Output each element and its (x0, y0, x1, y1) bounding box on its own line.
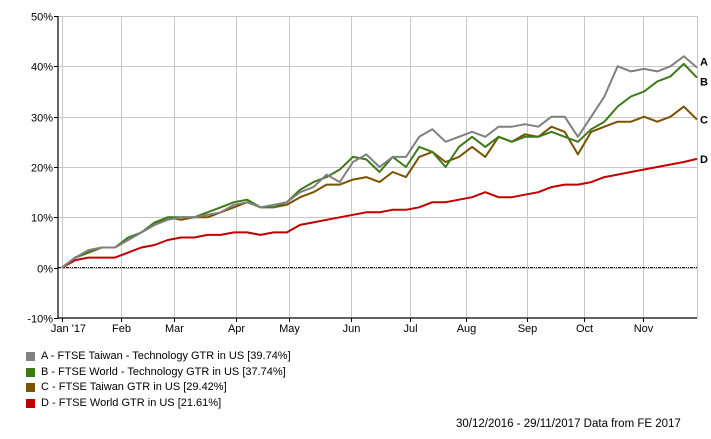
legend-item-a: A - FTSE Taiwan - Technology GTR in US [… (26, 349, 291, 365)
x-tick-label: Apr (228, 323, 245, 335)
y-tick-labels: -10% 0% 10% 20% 30% 40% 50% (27, 12, 58, 326)
y-tick-label: -10% (27, 314, 53, 326)
x-tick-label: May (279, 323, 300, 335)
x-tick-label: Mar (165, 323, 184, 335)
legend-swatch-b (26, 367, 35, 377)
x-tick-label: Jul (403, 323, 417, 335)
end-label-b: B (700, 77, 708, 89)
x-tick-label: Feb (112, 323, 131, 335)
y-tick-label: 50% (31, 12, 53, 24)
y-tick-label: 0% (37, 264, 53, 276)
y-tick-label: 20% (31, 163, 53, 175)
series-line-d (61, 157, 698, 269)
legend-item-d: D - FTSE World GTR in US [21.61%] (26, 396, 291, 412)
x-tick-label: Jan '17 (51, 323, 86, 335)
legend-swatch-c (26, 383, 35, 393)
series-line-b (61, 62, 698, 269)
x-tick-label: Nov (634, 323, 654, 335)
gridlines (58, 16, 698, 318)
y-tick-label: 30% (31, 113, 53, 125)
line-chart: -10% 0% 10% 20% 30% 40% 50% Jan '17 Feb Mar Apr Ma… (27, 12, 708, 336)
legend-label-c: C - FTSE Taiwan GTR in US [29.42%] (41, 381, 227, 393)
legend-item-b: B - FTSE World - Technology GTR in US [3… (26, 365, 291, 381)
series-lines (61, 55, 698, 269)
legend-item-c: C - FTSE Taiwan GTR in US [29.42%] (26, 380, 291, 396)
x-tick-label: Sep (518, 323, 538, 335)
end-label-d: D (700, 154, 708, 166)
legend-swatch-a (26, 352, 35, 362)
y-tick-label: 10% (31, 213, 53, 225)
date-range-source-note: 30/12/2016 - 29/11/2017 Data from FE 201… (456, 418, 681, 430)
y-tick-label: 40% (31, 62, 53, 74)
x-tick-labels: Jan '17 Feb Mar Apr May Jun Jul Aug Sep Oct Nov (51, 318, 654, 335)
series-line-a (61, 55, 698, 269)
end-label-a: A (700, 57, 708, 69)
legend: A - FTSE Taiwan - Technology GTR in US [… (26, 349, 291, 411)
legend-label-b: B - FTSE World - Technology GTR in US [3… (41, 365, 286, 378)
series-end-labels: AB C D (700, 57, 708, 166)
x-tick-label: Oct (576, 323, 593, 335)
legend-label-a: A - FTSE Taiwan - Technology GTR in US [… (41, 350, 291, 362)
x-tick-label: Jun (343, 323, 361, 335)
legend-swatch-d (26, 398, 35, 408)
x-tick-label: Aug (457, 323, 477, 335)
legend-label-d: D - FTSE World GTR in US [21.61%] (41, 396, 222, 409)
end-label-c: C (700, 115, 708, 127)
